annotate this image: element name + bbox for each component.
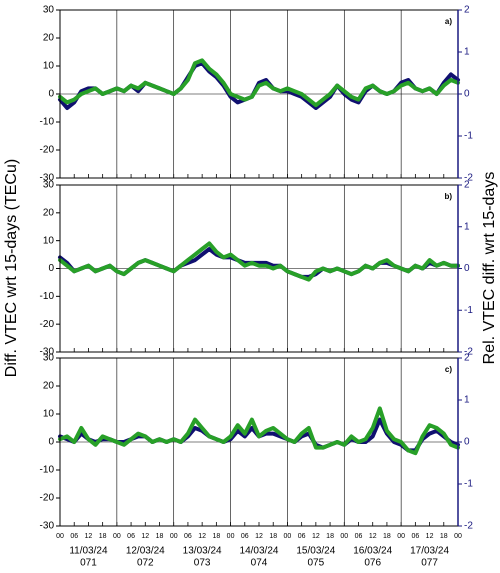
y-tick-label: 0: [48, 89, 54, 100]
x-tick-label: 06: [355, 533, 363, 540]
y-tick-label: 20: [43, 207, 55, 218]
doy-label: 077: [421, 558, 438, 568]
x-tick-label: 18: [99, 533, 107, 540]
date-label: 15/03/24: [296, 546, 335, 557]
x-tick-label: 00: [56, 533, 64, 540]
doy-label: 072: [137, 558, 154, 568]
y-tick-label: 30: [43, 353, 55, 364]
panel-label: c): [445, 365, 452, 374]
x-tick-label: 18: [156, 533, 164, 540]
y-tick-label: 20: [43, 381, 55, 392]
x-tick-label: 12: [85, 533, 93, 540]
y2-tick-label: 1: [464, 47, 470, 58]
y2-tick-label: 0: [464, 263, 470, 274]
y-tick-label: 10: [43, 61, 55, 72]
y-tick-label: -10: [40, 117, 55, 128]
x-tick-label: 00: [284, 533, 292, 540]
y2-tick-label: 0: [464, 437, 470, 448]
x-tick-label: 12: [369, 533, 377, 540]
y2-tick-label: -2: [464, 347, 473, 358]
y-tick-label: -10: [40, 291, 55, 302]
panel-label: b): [444, 192, 452, 201]
y2-tick-label: -2: [464, 173, 473, 184]
y-tick-label: 30: [43, 180, 55, 191]
x-tick-label: 18: [326, 533, 334, 540]
y-tick-label: -20: [40, 493, 55, 504]
x-tick-label: 00: [170, 533, 178, 540]
x-tick-label: 06: [127, 533, 135, 540]
y-axis-label: Diff. VTEC wrt 15-days (TECu): [3, 159, 20, 377]
y2-tick-label: -2: [464, 521, 473, 532]
x-tick-label: 06: [70, 533, 78, 540]
y2-tick-label: -1: [464, 305, 473, 316]
panel-label: a): [445, 17, 452, 26]
y-tick-label: -30: [40, 173, 55, 184]
date-label: 14/03/24: [240, 546, 279, 557]
y2-tick-label: 0: [464, 89, 470, 100]
x-tick-label: 06: [298, 533, 306, 540]
x-tick-label: 12: [141, 533, 149, 540]
series-line: [58, 58, 460, 108]
doy-label: 073: [194, 558, 211, 568]
x-tick-label: 00: [227, 533, 235, 540]
y-tick-label: 30: [43, 5, 55, 16]
y-tick-label: 20: [43, 33, 55, 44]
x-tick-label: 00: [454, 533, 462, 540]
date-label: 12/03/24: [126, 546, 165, 557]
series-line: [58, 406, 460, 456]
y2-tick-label: 1: [464, 221, 470, 232]
x-tick-label: 12: [312, 533, 320, 540]
y-tick-label: 0: [48, 263, 54, 274]
x-tick-label: 00: [397, 533, 405, 540]
series-line: [58, 241, 460, 282]
doy-label: 076: [364, 558, 381, 568]
x-tick-label: 06: [411, 533, 419, 540]
date-label: 17/03/24: [410, 546, 449, 557]
x-tick-label: 18: [212, 533, 220, 540]
y2-tick-label: 2: [464, 5, 470, 16]
y2-tick-label: -1: [464, 479, 473, 490]
x-tick-label: 12: [426, 533, 434, 540]
x-tick-label: 12: [198, 533, 206, 540]
y2-tick-label: 1: [464, 395, 470, 406]
doy-label: 071: [80, 558, 97, 568]
y2-axis-label: Rel. VTEC diff. wrt 15-days: [481, 172, 498, 365]
x-tick-label: 00: [113, 533, 121, 540]
date-label: 11/03/24: [69, 546, 108, 557]
y-tick-label: 0: [48, 437, 54, 448]
doy-label: 074: [251, 558, 268, 568]
y-tick-label: 10: [43, 409, 55, 420]
y-tick-label: -10: [40, 465, 55, 476]
y-tick-label: -30: [40, 347, 55, 358]
doy-label: 075: [308, 558, 325, 568]
y-tick-label: -30: [40, 521, 55, 532]
x-tick-label: 00: [340, 533, 348, 540]
x-tick-label: 06: [241, 533, 249, 540]
x-tick-label: 18: [440, 533, 448, 540]
y2-tick-label: 2: [464, 353, 470, 364]
x-tick-label: 06: [184, 533, 192, 540]
x-tick-label: 12: [255, 533, 263, 540]
x-tick-label: 18: [269, 533, 277, 540]
y2-tick-label: -1: [464, 131, 473, 142]
x-tick-label: 18: [383, 533, 391, 540]
date-label: 16/03/24: [353, 546, 392, 557]
y-tick-label: 10: [43, 235, 55, 246]
date-label: 13/03/24: [183, 546, 222, 557]
y-tick-label: -20: [40, 145, 55, 156]
y-tick-label: -20: [40, 319, 55, 330]
y2-tick-label: 2: [464, 180, 470, 191]
